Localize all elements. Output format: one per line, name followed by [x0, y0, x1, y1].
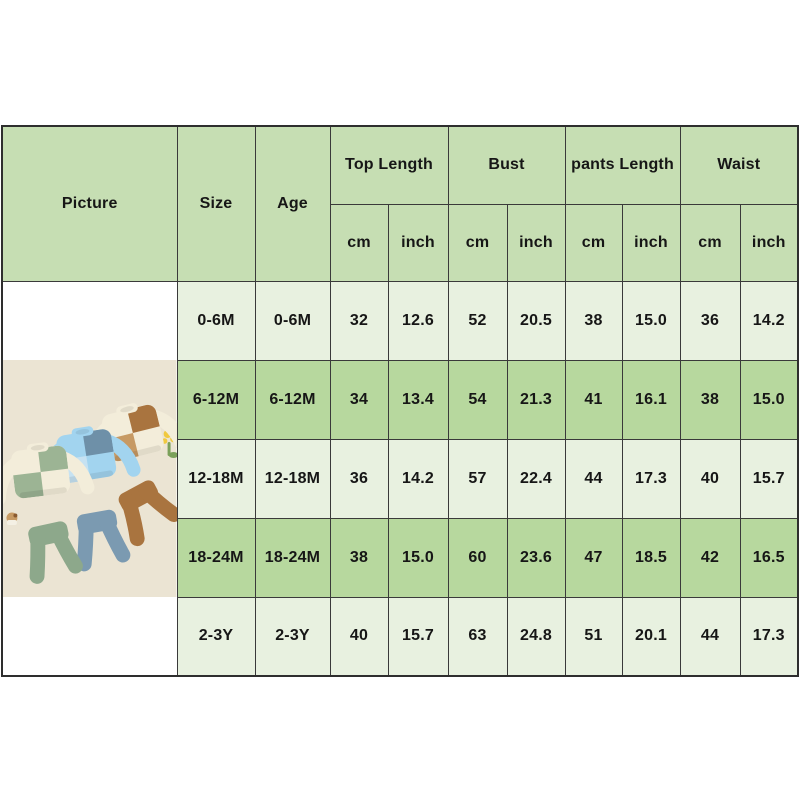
measurement-cell: 42	[679, 517, 741, 598]
measurement-cell: 60	[447, 517, 508, 598]
measurement-cell: 21.3	[506, 359, 566, 440]
unit-header-cm: cm	[679, 203, 741, 282]
size-chart: Picture Size Age Top Length Bust pants L…	[1, 125, 800, 677]
table-row: 6-12M 6-12M 34 13.4 54 21.3 41 16.1 38 1…	[2, 359, 799, 440]
unit-header-cm: cm	[447, 203, 508, 282]
measurement-cell: 57	[447, 438, 508, 519]
measurement-cell: 36	[329, 438, 389, 519]
measurement-cell: 63	[447, 596, 508, 677]
product-picture-cell	[1, 280, 178, 677]
col-header-pants-length: pants Length	[564, 125, 681, 205]
size-chart-table: Picture Size Age Top Length Bust pants L…	[1, 125, 800, 677]
measurement-cell: 18.5	[621, 517, 681, 598]
measurement-cell: 20.1	[621, 596, 681, 677]
measurement-cell: 17.3	[621, 438, 681, 519]
outfit-sage-sweater	[3, 442, 95, 506]
measurement-cell: 41	[564, 359, 623, 440]
unit-header-cm: cm	[564, 203, 623, 282]
measurement-cell: 17.3	[739, 596, 799, 677]
measurement-cell: 36	[679, 280, 741, 361]
age-cell: 2-3Y	[254, 596, 331, 677]
measurement-cell: 16.5	[739, 517, 799, 598]
measurement-cell: 34	[329, 359, 389, 440]
toy-decoration	[6, 512, 18, 525]
measurement-cell: 54	[447, 359, 508, 440]
unit-header-cm: cm	[329, 203, 389, 282]
table-row: 0-6M 0-6M 32 12.6 52 20.5 38 15.0 36 14.…	[1, 280, 799, 677]
measurement-cell: 16.1	[621, 359, 681, 440]
measurement-cell: 44	[679, 596, 741, 677]
col-header-size: Size	[176, 125, 256, 282]
measurement-cell: 52	[447, 280, 508, 361]
table-row: 18-24M 18-24M 38 15.0 60 23.6 47 18.5 42…	[2, 517, 799, 598]
unit-header-inch: inch	[739, 203, 799, 282]
measurement-cell: 51	[564, 596, 623, 677]
measurement-cell: 14.2	[387, 438, 449, 519]
measurement-cell: 15.7	[739, 438, 799, 519]
measurement-cell: 15.7	[387, 596, 449, 677]
outfit-sage-pants	[28, 521, 83, 584]
col-header-top-length: Top Length	[329, 125, 449, 205]
size-cell: 6-12M	[176, 359, 256, 440]
col-header-picture: Picture	[1, 125, 178, 282]
measurement-cell: 40	[329, 596, 389, 677]
measurement-cell: 32	[329, 280, 389, 361]
measurement-cell: 40	[679, 438, 741, 519]
table-row: 12-18M 12-18M 36 14.2 57 22.4 44 17.3 40…	[2, 438, 799, 519]
size-cell: 18-24M	[176, 517, 256, 598]
size-cell: 12-18M	[176, 438, 256, 519]
unit-header-inch: inch	[506, 203, 566, 282]
col-header-bust: Bust	[447, 125, 566, 205]
outfit-brown-pants	[118, 480, 177, 546]
measurement-cell: 14.2	[739, 280, 799, 361]
measurement-cell: 47	[564, 517, 623, 598]
age-cell: 18-24M	[254, 517, 331, 598]
measurement-cell: 22.4	[506, 438, 566, 519]
product-photo	[3, 359, 177, 597]
measurement-cell: 23.6	[506, 517, 566, 598]
table-row: 2-3Y 2-3Y 40 15.7 63 24.8 51 20.1 44 17.…	[2, 596, 799, 677]
measurement-cell: 20.5	[506, 280, 566, 361]
unit-header-inch: inch	[621, 203, 681, 282]
age-cell: 6-12M	[254, 359, 331, 440]
size-cell: 2-3Y	[176, 596, 256, 677]
measurement-cell: 38	[329, 517, 389, 598]
measurement-cell: 44	[564, 438, 623, 519]
age-cell: 12-18M	[254, 438, 331, 519]
measurement-cell: 24.8	[506, 596, 566, 677]
measurement-cell: 15.0	[621, 280, 681, 361]
col-header-age: Age	[254, 125, 331, 282]
measurement-cell: 13.4	[387, 359, 449, 440]
measurement-cell: 38	[564, 280, 623, 361]
unit-header-inch: inch	[387, 203, 449, 282]
measurement-cell: 15.0	[739, 359, 799, 440]
col-header-waist: Waist	[679, 125, 799, 205]
age-cell: 0-6M	[254, 280, 331, 361]
measurement-cell: 15.0	[387, 517, 449, 598]
outfit-blue-pants	[76, 509, 131, 572]
measurement-cell: 38	[679, 359, 741, 440]
measurement-cell: 12.6	[387, 280, 449, 361]
size-cell: 0-6M	[176, 280, 256, 361]
